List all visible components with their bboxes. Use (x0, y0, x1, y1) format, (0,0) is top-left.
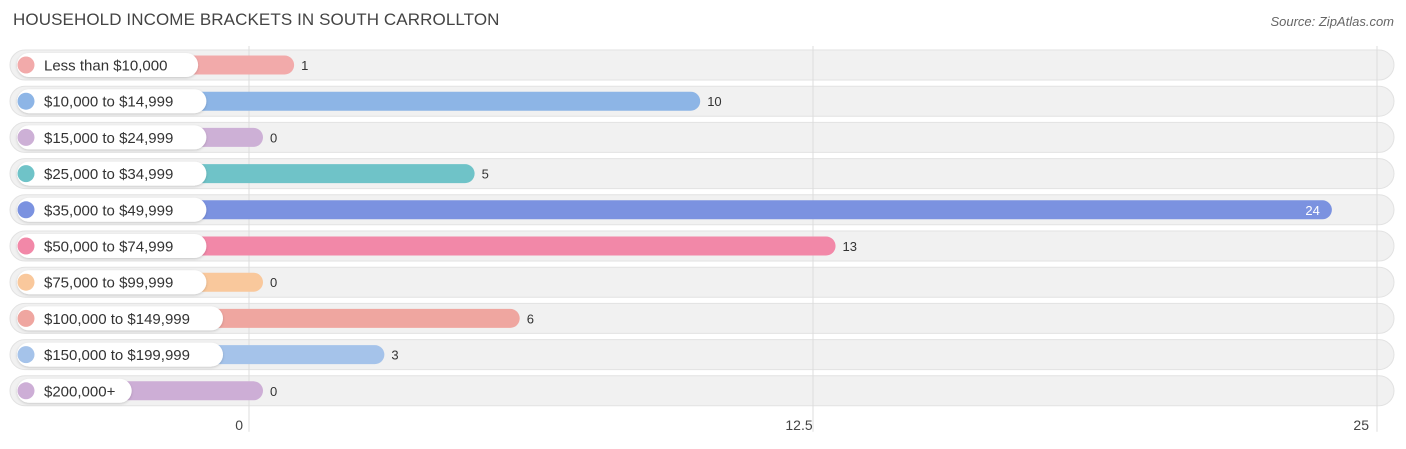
category-pill (17, 197, 207, 222)
row-track (9, 266, 1395, 298)
category-pill (17, 53, 199, 77)
value-label: 1 (301, 58, 308, 73)
category-pill (17, 89, 207, 114)
category-label: Less than $10,000 (44, 58, 167, 75)
category-label: $200,000+ (44, 383, 116, 400)
category-label: $25,000 to $34,999 (44, 166, 173, 183)
category-pill (17, 161, 207, 186)
category-pill (17, 270, 207, 295)
category-swatch (17, 128, 35, 146)
category-swatch (17, 382, 35, 400)
category-label: $100,000 to $149,999 (44, 311, 190, 328)
value-label: 0 (270, 130, 277, 145)
value-label: 0 (270, 384, 277, 399)
category-swatch (17, 165, 35, 183)
category-label: $75,000 to $99,999 (44, 275, 173, 292)
x-tick-label: 12.5 (785, 417, 812, 433)
category-pill (17, 378, 132, 403)
bar (18, 200, 1332, 220)
x-tick-label: 0 (235, 417, 243, 433)
category-label: $10,000 to $14,999 (44, 94, 173, 111)
value-label: 0 (270, 275, 277, 290)
value-label: 6 (527, 311, 534, 326)
category-swatch (17, 237, 35, 255)
category-pill (17, 125, 207, 150)
bar (18, 236, 836, 256)
category-label: $35,000 to $49,999 (44, 202, 173, 219)
value-label: 3 (391, 348, 398, 363)
category-pill (17, 306, 223, 331)
category-pill (17, 234, 207, 258)
row-track (9, 121, 1395, 153)
category-swatch (17, 309, 35, 327)
category-swatch (17, 346, 35, 364)
category-label: $50,000 to $74,999 (44, 239, 173, 256)
row-track (9, 375, 1395, 407)
category-swatch (17, 201, 35, 219)
category-swatch (17, 273, 35, 291)
value-label: 24 (1305, 203, 1319, 218)
category-swatch (17, 92, 35, 110)
source-note: Source: ZipAtlas.com (1270, 14, 1394, 29)
value-label: 13 (843, 239, 857, 254)
category-label: $150,000 to $199,999 (44, 347, 190, 364)
value-label: 10 (707, 94, 721, 109)
x-tick-label: 25 (1353, 417, 1369, 433)
category-pill (17, 342, 223, 367)
row-track (9, 49, 1395, 81)
category-swatch (17, 56, 35, 74)
value-label: 5 (482, 167, 489, 182)
chart-title: HOUSEHOLD INCOME BRACKETS IN SOUTH CARRO… (13, 10, 500, 29)
category-label: $15,000 to $24,999 (44, 130, 173, 147)
